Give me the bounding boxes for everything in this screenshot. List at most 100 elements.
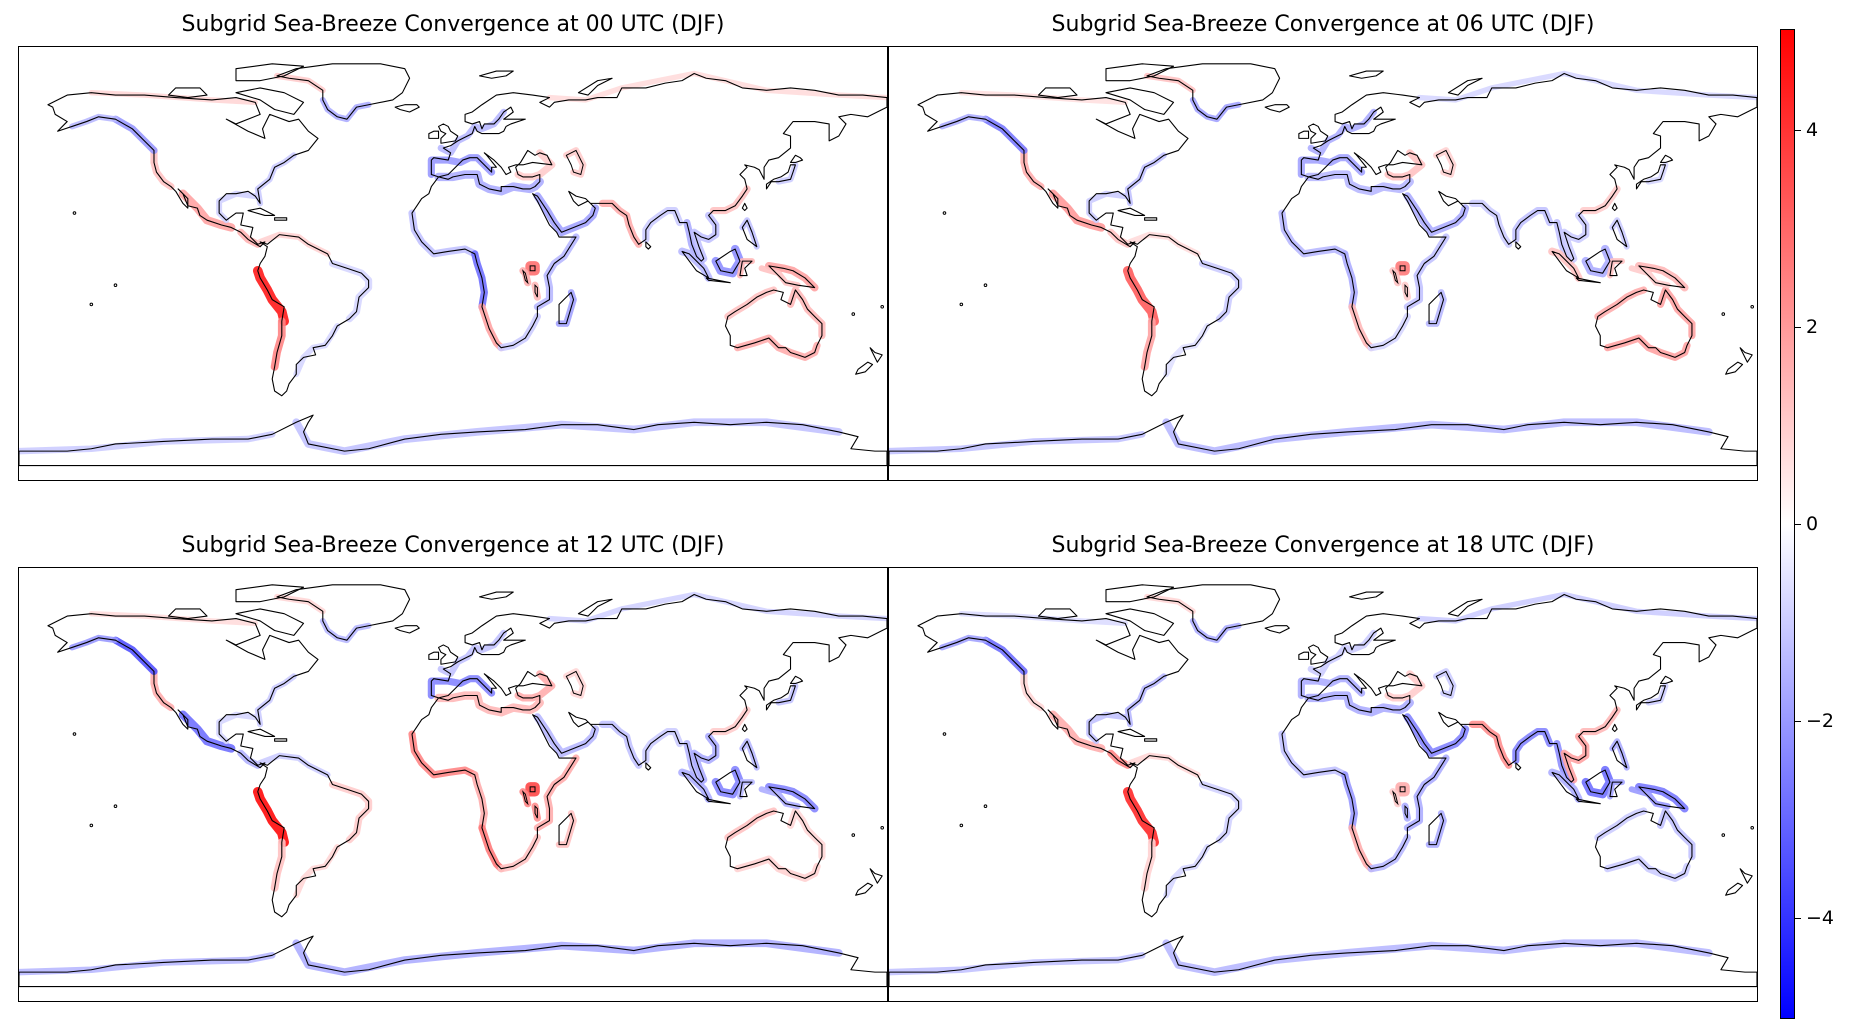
convergence-band: [1656, 286, 1696, 340]
coastline-iceland: [1264, 625, 1290, 634]
lake-victoria: [529, 786, 536, 793]
colorbar-tick: [1795, 918, 1801, 919]
convergence-band: [642, 206, 684, 243]
map-panel-12utc: [18, 567, 888, 1002]
convergence-field: [19, 591, 887, 977]
coastline-ellesmere: [235, 584, 305, 603]
coastline-newZealandS: [1725, 361, 1744, 375]
coastline-japan: [1635, 164, 1666, 190]
coastline-sulawesi: [1609, 260, 1623, 277]
coastline-srilanka: [1515, 762, 1522, 771]
coastline-hokkaido: [789, 154, 804, 164]
convergence-band: [478, 824, 505, 873]
colorbar-tick: [1795, 524, 1801, 525]
colorbar-tick-label: −4: [1806, 907, 1835, 929]
convergence-band: [525, 782, 540, 797]
convergence-band: [1278, 730, 1349, 779]
coastline-iceland: [394, 104, 420, 113]
convergence-band: [786, 807, 826, 861]
coastlines: [889, 63, 1757, 467]
small-island: [113, 283, 118, 287]
convergence-band: [546, 591, 887, 624]
coastline-antarctica: [19, 935, 887, 988]
convergence-band: [733, 334, 821, 361]
coastlines: [19, 63, 887, 467]
convergence-band: [408, 209, 479, 258]
coastline-greenland: [1146, 63, 1281, 120]
convergence-band: [216, 711, 259, 745]
convergence-band: [293, 844, 341, 899]
coastline-java: [1575, 277, 1601, 284]
convergence-band: [733, 855, 821, 882]
coastline-novayaZemlya: [577, 598, 613, 617]
convergence-band: [1603, 334, 1691, 361]
convergence-band: [1127, 752, 1201, 778]
convergence-band: [1579, 706, 1621, 736]
map-panel-18utc: [888, 567, 1758, 1002]
convergence-band: [257, 231, 331, 257]
coastline-southAmerica: [1127, 755, 1240, 918]
coastline-newZealandS: [855, 361, 874, 375]
convergence-band: [1020, 667, 1045, 712]
convergence-band: [319, 96, 372, 123]
coastline-newGuinea: [768, 786, 816, 810]
convergence-band: [598, 720, 643, 769]
convergence-band: [328, 259, 373, 323]
convergence-band: [497, 312, 541, 352]
coastline-sumatra: [1551, 771, 1580, 800]
convergence-band: [709, 185, 751, 215]
coastline-britain: [437, 123, 459, 144]
small-island: [851, 833, 856, 837]
coastline-java: [705, 277, 731, 284]
coastline-novayaZemlya: [1447, 598, 1483, 617]
convergence-band: [709, 706, 751, 736]
convergence-band: [437, 629, 507, 678]
coastline-hispaniola: [274, 217, 288, 221]
coastline-svalbard: [1348, 70, 1384, 79]
panel-title-18utc: Subgrid Sea-Breeze Convergence at 18 UTC…: [1051, 533, 1595, 558]
panel-title-06utc: Subgrid Sea-Breeze Convergence at 06 UTC…: [1051, 12, 1595, 37]
convergence-band: [257, 752, 331, 778]
coastline-hokkaido: [1659, 675, 1674, 685]
small-island: [89, 302, 94, 307]
convergence-band: [525, 261, 540, 276]
coastline-victoriaIs: [1037, 608, 1078, 620]
convergence-band: [1086, 711, 1129, 745]
coastline-cuba: [1117, 207, 1146, 216]
lake-tanganyika: [1392, 790, 1399, 806]
coastline-southAmerica: [257, 234, 370, 397]
coastline-borneo: [715, 248, 741, 274]
coastline-britain: [437, 644, 459, 665]
coastline-victoriaIs: [167, 87, 208, 99]
coastline-sumatra: [681, 250, 710, 279]
convergence-band: [319, 617, 372, 644]
world-map: [889, 63, 1757, 467]
coastline-newZealandS: [855, 882, 874, 896]
small-island: [942, 732, 947, 736]
coastline-newZealandN: [1739, 347, 1753, 363]
coastline-svalbard: [478, 70, 514, 79]
coastline-baffin: [235, 608, 305, 636]
coastline-taiwan: [1611, 723, 1618, 733]
convergence-band: [1127, 231, 1201, 257]
small-island: [1721, 833, 1726, 837]
coastline-japan: [765, 685, 796, 711]
small-island: [851, 312, 856, 316]
panel-title-12utc: Subgrid Sea-Breeze Convergence at 12 UTC…: [181, 533, 725, 558]
coastline-sulawesi: [1609, 781, 1623, 798]
coastline-northAmerica: [917, 613, 1189, 769]
small-island: [983, 283, 988, 287]
convergence-band: [478, 303, 505, 352]
coastline-borneo: [715, 769, 741, 795]
convergence-band: [497, 833, 541, 873]
coastline-novayaZemlya: [577, 77, 613, 96]
coastline-philippines: [741, 740, 758, 769]
convergence-band: [1198, 259, 1243, 323]
coastline-newZealandS: [1725, 882, 1744, 896]
coastline-svalbard: [1348, 591, 1384, 600]
coastline-madagascar: [1428, 812, 1445, 846]
coastline-britain: [1307, 644, 1329, 665]
convergence-band: [1189, 96, 1242, 123]
coastline-baffin: [1105, 87, 1175, 115]
lake-malawi: [534, 283, 538, 298]
